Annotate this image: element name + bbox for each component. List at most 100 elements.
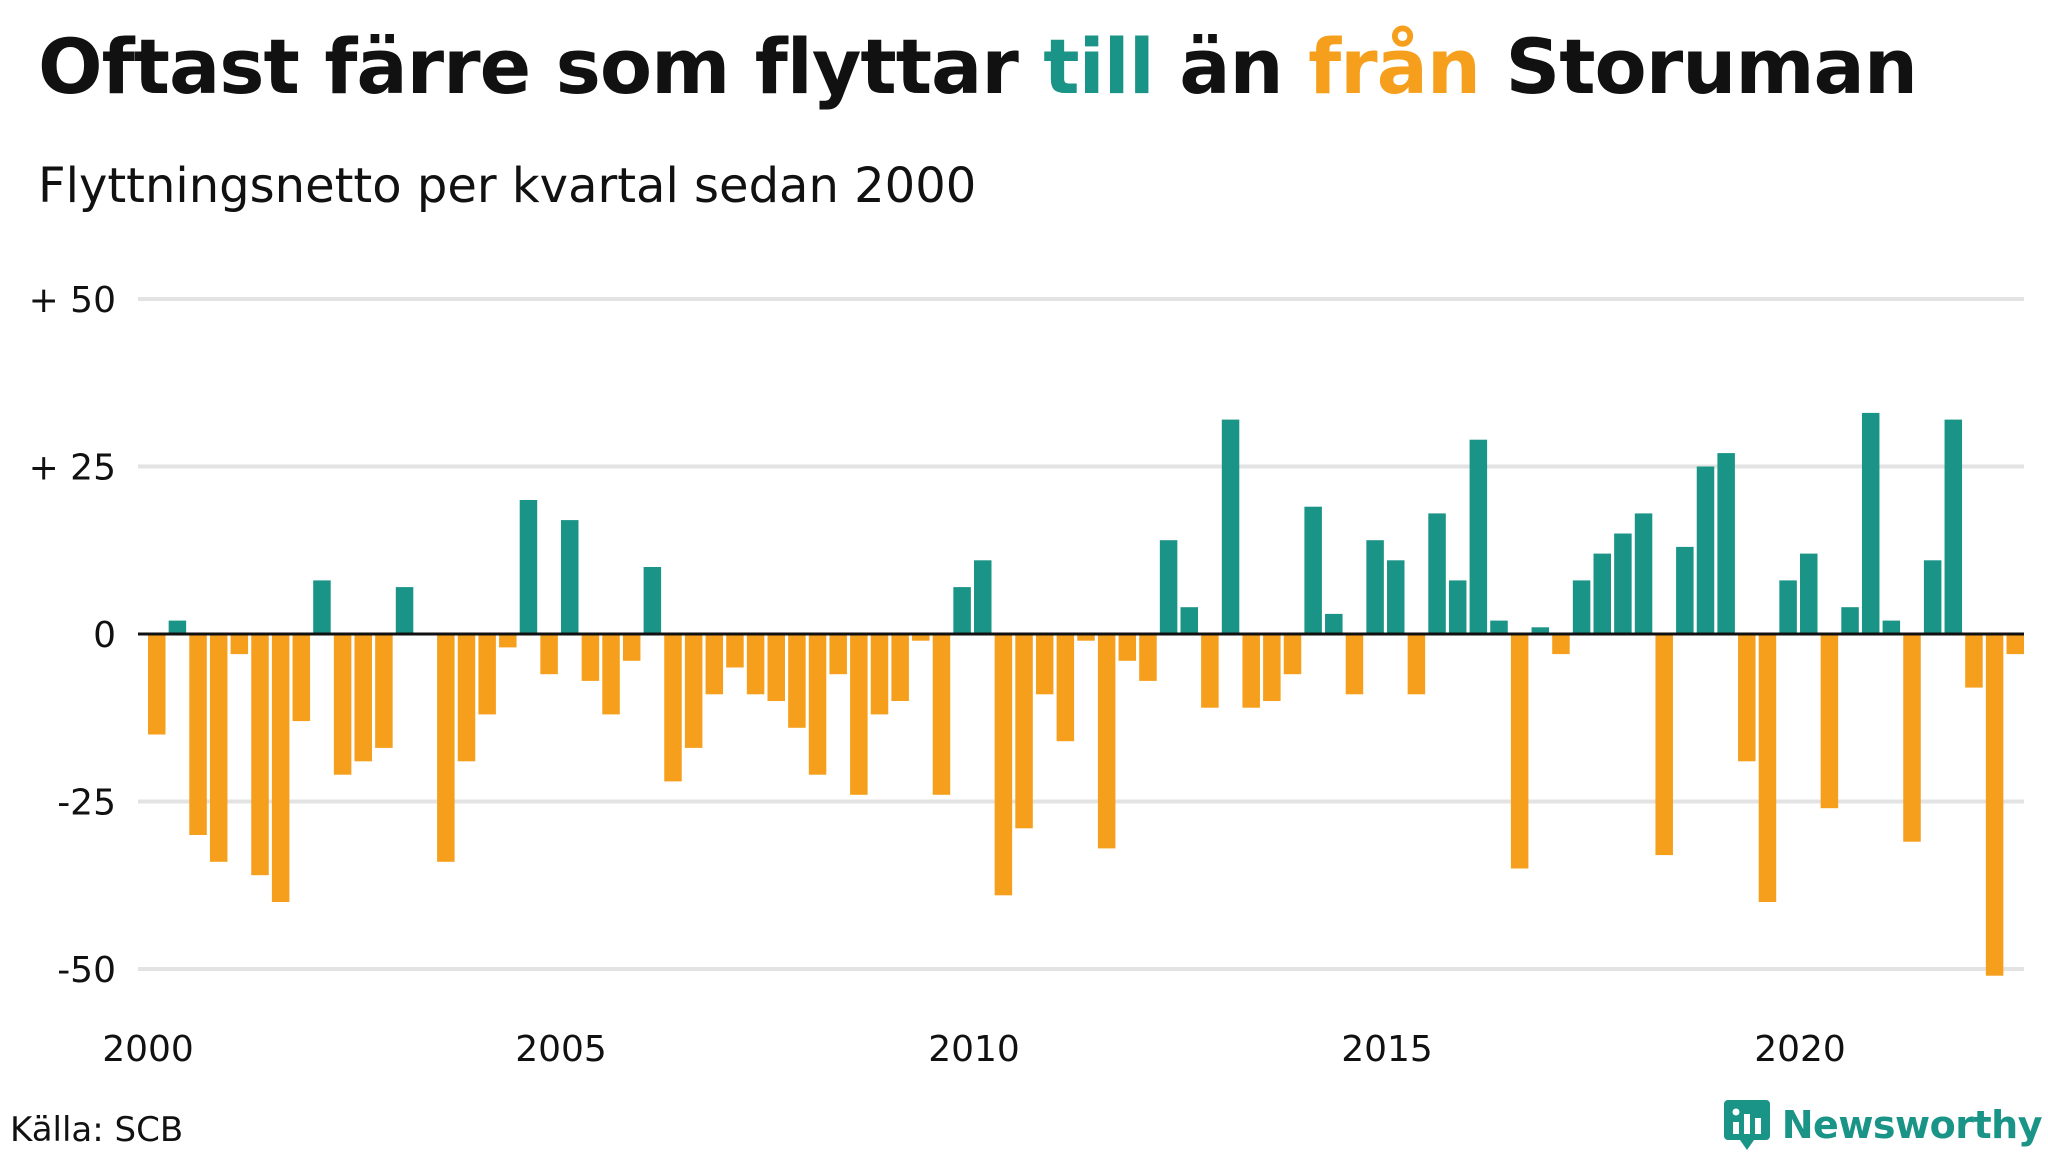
bar bbox=[1903, 634, 1921, 842]
bar bbox=[746, 634, 765, 695]
chart-subtitle: Flyttningsnetto per kvartal sedan 2000 bbox=[38, 158, 977, 214]
bar bbox=[271, 634, 290, 902]
x-tick-label: 2000 bbox=[102, 1029, 194, 1070]
bar bbox=[1407, 634, 1426, 695]
bar bbox=[1882, 620, 1901, 634]
brand-name: Newsworthy bbox=[1781, 1103, 2043, 1147]
bar bbox=[499, 634, 517, 648]
bar bbox=[788, 634, 806, 728]
bar bbox=[891, 634, 909, 701]
bar bbox=[1985, 634, 2004, 976]
bar bbox=[189, 634, 207, 835]
y-tick-label: -25 bbox=[57, 783, 116, 824]
title-part-2: än bbox=[1153, 22, 1309, 111]
bar bbox=[1242, 634, 1260, 708]
bar bbox=[664, 634, 682, 782]
newsworthy-logo-icon bbox=[1723, 1100, 1770, 1150]
bar bbox=[1552, 634, 1570, 655]
bar bbox=[1304, 506, 1322, 634]
bar bbox=[540, 634, 558, 675]
bar bbox=[1056, 634, 1075, 742]
title-part-1: Oftast färre som flyttar bbox=[38, 22, 1044, 111]
bar bbox=[1717, 453, 1735, 634]
bar bbox=[1139, 634, 1157, 681]
bar bbox=[148, 634, 166, 735]
bar bbox=[581, 634, 600, 681]
bar bbox=[829, 634, 847, 675]
bar bbox=[932, 634, 951, 795]
bar bbox=[953, 587, 971, 634]
x-tick-label: 2010 bbox=[928, 1029, 1020, 1070]
title-highlight-from: från bbox=[1308, 22, 1481, 111]
bar bbox=[1387, 560, 1405, 634]
bar bbox=[1490, 620, 1508, 634]
bar bbox=[602, 634, 620, 715]
bar bbox=[1676, 546, 1694, 634]
bar bbox=[375, 634, 393, 748]
bar bbox=[437, 634, 455, 862]
bar bbox=[292, 634, 311, 722]
bar bbox=[1077, 634, 1095, 641]
bar bbox=[1572, 580, 1591, 634]
title-highlight-to: till bbox=[1043, 22, 1154, 111]
bar bbox=[1325, 613, 1343, 634]
x-tick-label: 2015 bbox=[1341, 1029, 1433, 1070]
x-axis-ticks: 2000 2005 2010 2015 2020 bbox=[102, 1029, 1846, 1070]
bar bbox=[1861, 412, 1880, 634]
x-tick-label: 2020 bbox=[1754, 1029, 1846, 1070]
bar bbox=[912, 634, 930, 641]
bar bbox=[1841, 607, 1859, 634]
bar bbox=[1283, 634, 1302, 675]
y-tick-label: -50 bbox=[57, 950, 116, 991]
bar bbox=[1469, 439, 1488, 634]
bar bbox=[1614, 533, 1632, 634]
y-tick-label: 0 bbox=[93, 615, 116, 656]
bar bbox=[168, 620, 187, 634]
bar bbox=[1531, 627, 1550, 634]
chart-title: Oftast färre som flyttar till än från St… bbox=[38, 22, 1918, 111]
bars bbox=[148, 412, 2024, 976]
title-part-3: Storuman bbox=[1480, 22, 1917, 111]
bar bbox=[726, 634, 744, 668]
bar bbox=[1738, 634, 1756, 762]
bar bbox=[994, 634, 1013, 896]
bar bbox=[1510, 634, 1529, 869]
bar bbox=[1015, 634, 1033, 829]
y-tick-label: + 25 bbox=[29, 448, 116, 489]
x-tick-label: 2005 bbox=[515, 1029, 607, 1070]
bar bbox=[622, 634, 641, 661]
y-axis-ticks: + 50 + 25 0 -25 -50 bbox=[29, 280, 116, 991]
bar bbox=[1634, 513, 1653, 634]
bar bbox=[1263, 634, 1281, 701]
bar bbox=[1428, 513, 1446, 634]
source-note: Källa: SCB bbox=[10, 1110, 184, 1150]
bar bbox=[1097, 634, 1116, 849]
bar bbox=[457, 634, 476, 762]
bar bbox=[1593, 553, 1611, 634]
bar bbox=[478, 634, 496, 715]
bar bbox=[1944, 419, 1963, 634]
brand-logo: Newsworthy bbox=[1723, 1098, 2043, 1152]
bar bbox=[808, 634, 827, 775]
bar bbox=[209, 634, 228, 862]
bar bbox=[251, 634, 269, 876]
bar bbox=[1696, 466, 1715, 634]
bar bbox=[1366, 540, 1384, 634]
bar bbox=[1180, 607, 1198, 634]
bar bbox=[1758, 634, 1777, 902]
bar bbox=[1201, 634, 1219, 708]
bar bbox=[1965, 634, 1983, 688]
bar bbox=[643, 567, 662, 634]
bar bbox=[2006, 634, 2024, 655]
bar bbox=[767, 634, 785, 701]
bar bbox=[1118, 634, 1137, 661]
bar bbox=[1221, 419, 1240, 634]
bar bbox=[974, 560, 992, 634]
bar bbox=[684, 634, 703, 748]
bar bbox=[395, 587, 414, 634]
bar bbox=[1820, 634, 1839, 809]
bar bbox=[1448, 580, 1467, 634]
bar bbox=[519, 500, 538, 634]
bar bbox=[1035, 634, 1054, 695]
bar bbox=[230, 634, 249, 655]
